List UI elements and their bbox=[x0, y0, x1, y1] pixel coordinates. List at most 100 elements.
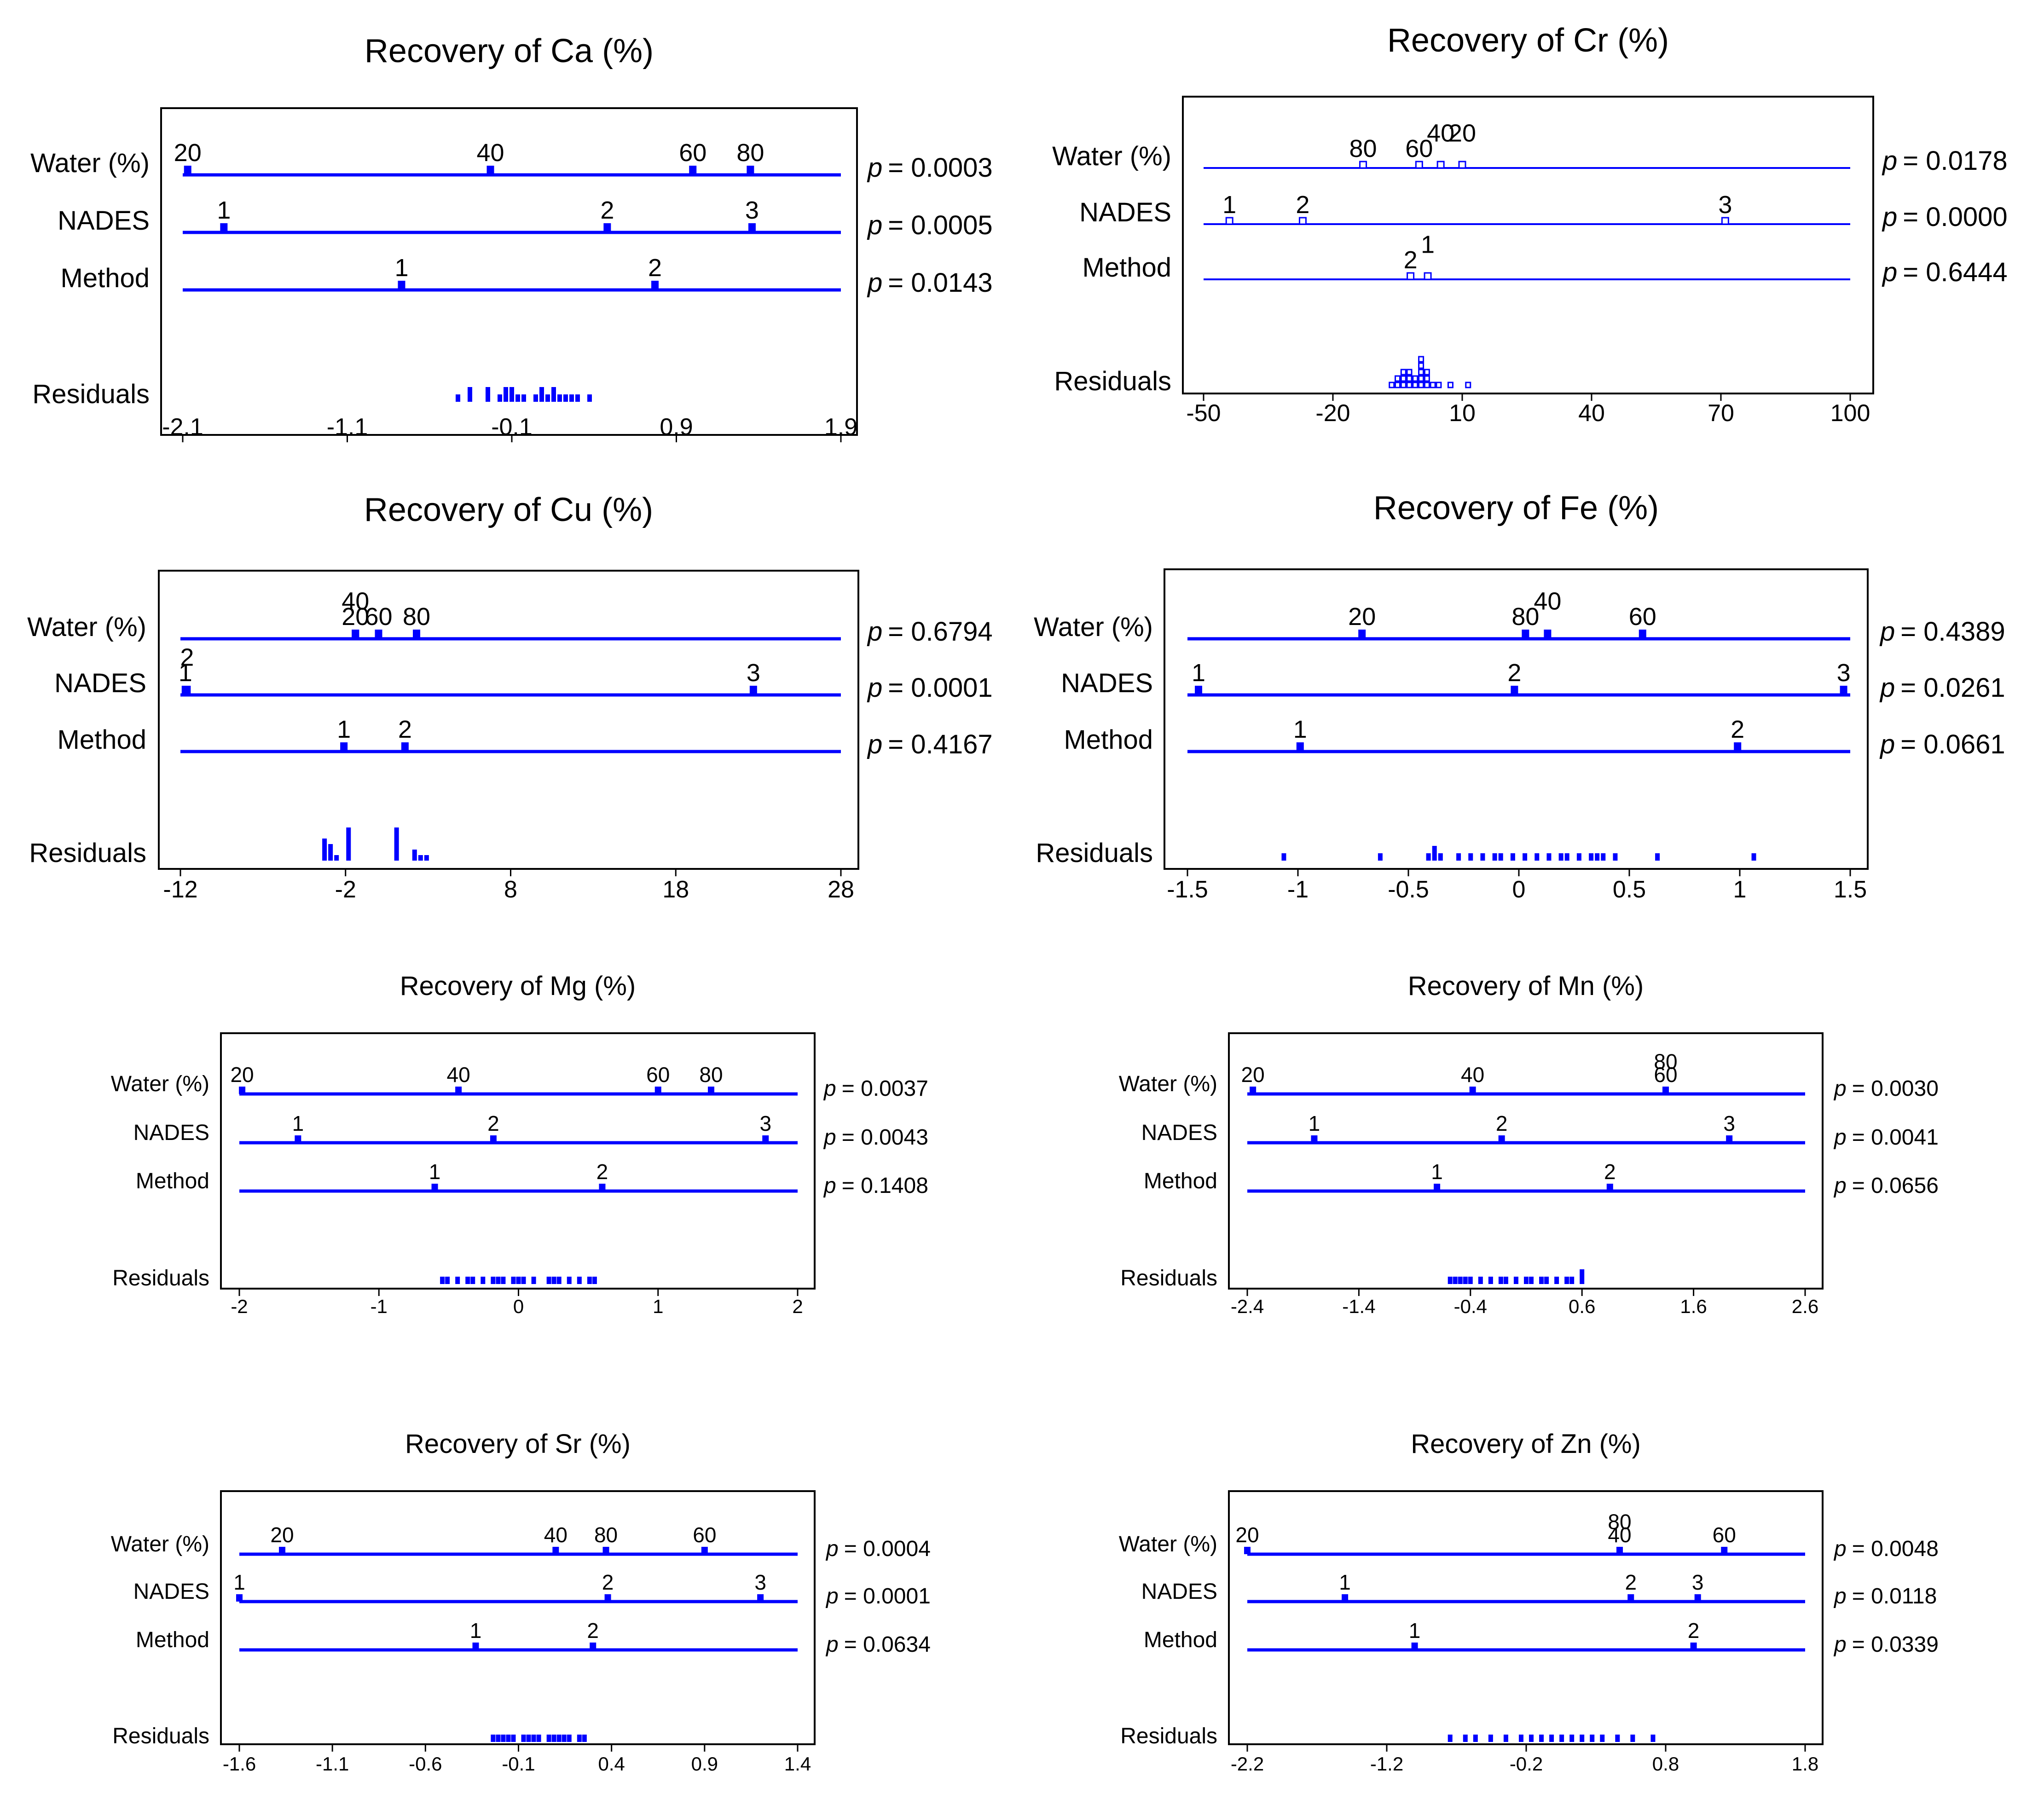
residual-marker bbox=[1430, 382, 1436, 388]
level-marker bbox=[1639, 630, 1646, 639]
level-marker bbox=[1244, 1547, 1251, 1554]
residual-marker bbox=[1400, 382, 1407, 388]
level-marker bbox=[490, 1135, 497, 1143]
residual-marker bbox=[1523, 853, 1528, 861]
residual-marker bbox=[486, 387, 490, 394]
p-symbol: p bbox=[1879, 729, 1895, 759]
level-marker bbox=[1726, 1135, 1733, 1143]
residual-marker bbox=[516, 1277, 521, 1284]
residual-marker bbox=[1438, 853, 1443, 861]
x-tick-label: 0 bbox=[1512, 876, 1526, 903]
level-label: 40 bbox=[1608, 1523, 1631, 1547]
residual-marker bbox=[1539, 1735, 1544, 1742]
residual-marker bbox=[1576, 853, 1581, 861]
residual-marker bbox=[468, 387, 472, 394]
x-tick-label: 1 bbox=[653, 1296, 663, 1317]
level-label: 80 bbox=[736, 139, 764, 167]
level-label: 80 bbox=[594, 1523, 618, 1547]
level-marker bbox=[651, 281, 659, 290]
level-label: 2 bbox=[1296, 191, 1309, 219]
residual-marker bbox=[1406, 375, 1413, 382]
level-marker bbox=[748, 223, 756, 232]
residual-marker bbox=[1580, 1277, 1585, 1284]
p-symbol: p bbox=[867, 268, 882, 298]
residual-marker bbox=[1412, 382, 1419, 388]
x-tick-label: -1 bbox=[371, 1296, 388, 1317]
residual-marker bbox=[334, 855, 339, 861]
residual-marker bbox=[1544, 1277, 1549, 1284]
level-label: 20 bbox=[270, 1523, 294, 1547]
residual-marker bbox=[521, 394, 526, 402]
x-tick-label: -12 bbox=[163, 876, 197, 903]
residual-marker bbox=[445, 1277, 450, 1284]
residual-marker bbox=[1395, 375, 1401, 382]
level-marker bbox=[654, 1087, 661, 1094]
level-marker bbox=[1407, 272, 1415, 280]
factor-label: Water (%) bbox=[111, 1072, 209, 1096]
residual-marker bbox=[1600, 1735, 1605, 1742]
residual-marker bbox=[531, 1277, 536, 1284]
p-number: = 0.0001 bbox=[844, 1584, 931, 1608]
level-label: 1 bbox=[1192, 659, 1205, 687]
p-value: p = 0.0000 bbox=[1882, 202, 2008, 232]
x-tick-label: -1.5 bbox=[1167, 876, 1208, 903]
residual-marker bbox=[1554, 1277, 1559, 1284]
p-value: p = 0.0118 bbox=[1833, 1584, 1937, 1608]
level-label: 1 bbox=[179, 659, 192, 687]
residual-marker bbox=[1468, 1277, 1473, 1284]
x-tick-label: 1.8 bbox=[1792, 1753, 1818, 1775]
factor-label: Method bbox=[61, 263, 150, 293]
factor-label: NADES bbox=[1079, 197, 1171, 227]
x-tick-label: 0.9 bbox=[660, 414, 693, 440]
level-label: 60 bbox=[1713, 1523, 1736, 1547]
level-label: 80 bbox=[1608, 1510, 1631, 1533]
level-label: 3 bbox=[1723, 1111, 1735, 1135]
chart-panel: Recovery of Zn (%) -2.2 -1.2 -0.2 0.8 1.8 Wate… bbox=[1119, 1429, 1939, 1775]
p-symbol: p bbox=[1882, 202, 1897, 232]
p-value: p = 0.0339 bbox=[1833, 1632, 1939, 1657]
p-symbol: p bbox=[867, 673, 882, 703]
level-marker bbox=[762, 1135, 769, 1143]
p-value: p = 0.1408 bbox=[823, 1174, 928, 1198]
level-marker bbox=[602, 1547, 609, 1554]
level-label: 3 bbox=[747, 659, 760, 687]
p-value: p = 0.0005 bbox=[867, 210, 993, 240]
level-marker bbox=[604, 1594, 611, 1602]
plot-frame bbox=[1228, 1032, 1824, 1290]
residual-marker bbox=[1488, 1735, 1493, 1742]
level-label: 40 bbox=[1461, 1063, 1484, 1087]
level-marker bbox=[236, 1594, 243, 1602]
residual-marker bbox=[394, 833, 399, 839]
residual-marker bbox=[531, 1735, 536, 1742]
x-tick-label: 8 bbox=[504, 876, 517, 903]
p-symbol: p bbox=[825, 1584, 839, 1608]
x-tick-label: 70 bbox=[1708, 400, 1734, 427]
level-marker bbox=[183, 686, 191, 695]
level-marker bbox=[1358, 630, 1366, 639]
residual-marker bbox=[1510, 853, 1515, 861]
residual-marker bbox=[491, 1277, 496, 1284]
residual-marker bbox=[496, 1277, 501, 1284]
level-label: 2 bbox=[1404, 246, 1418, 274]
p-symbol: p bbox=[1833, 1125, 1847, 1150]
level-marker bbox=[340, 742, 348, 752]
level-marker bbox=[1434, 1184, 1441, 1191]
residual-marker bbox=[1424, 369, 1430, 376]
residual-marker bbox=[394, 827, 399, 833]
residual-marker bbox=[346, 827, 351, 833]
level-label: 2 bbox=[1604, 1160, 1616, 1184]
residual-marker bbox=[1432, 846, 1437, 853]
chart-title: Recovery of Cu (%) bbox=[364, 492, 653, 528]
residual-marker bbox=[551, 1735, 556, 1742]
level-marker bbox=[1721, 217, 1729, 225]
level-marker bbox=[1225, 217, 1233, 225]
p-value: p = 0.0178 bbox=[1882, 146, 2008, 176]
residual-marker bbox=[486, 394, 490, 402]
x-tick-label: 2 bbox=[792, 1296, 803, 1317]
residual-marker bbox=[322, 839, 327, 844]
residual-marker bbox=[511, 1277, 516, 1284]
residual-marker bbox=[1465, 382, 1471, 388]
p-value: p = 0.0030 bbox=[1833, 1076, 1939, 1101]
